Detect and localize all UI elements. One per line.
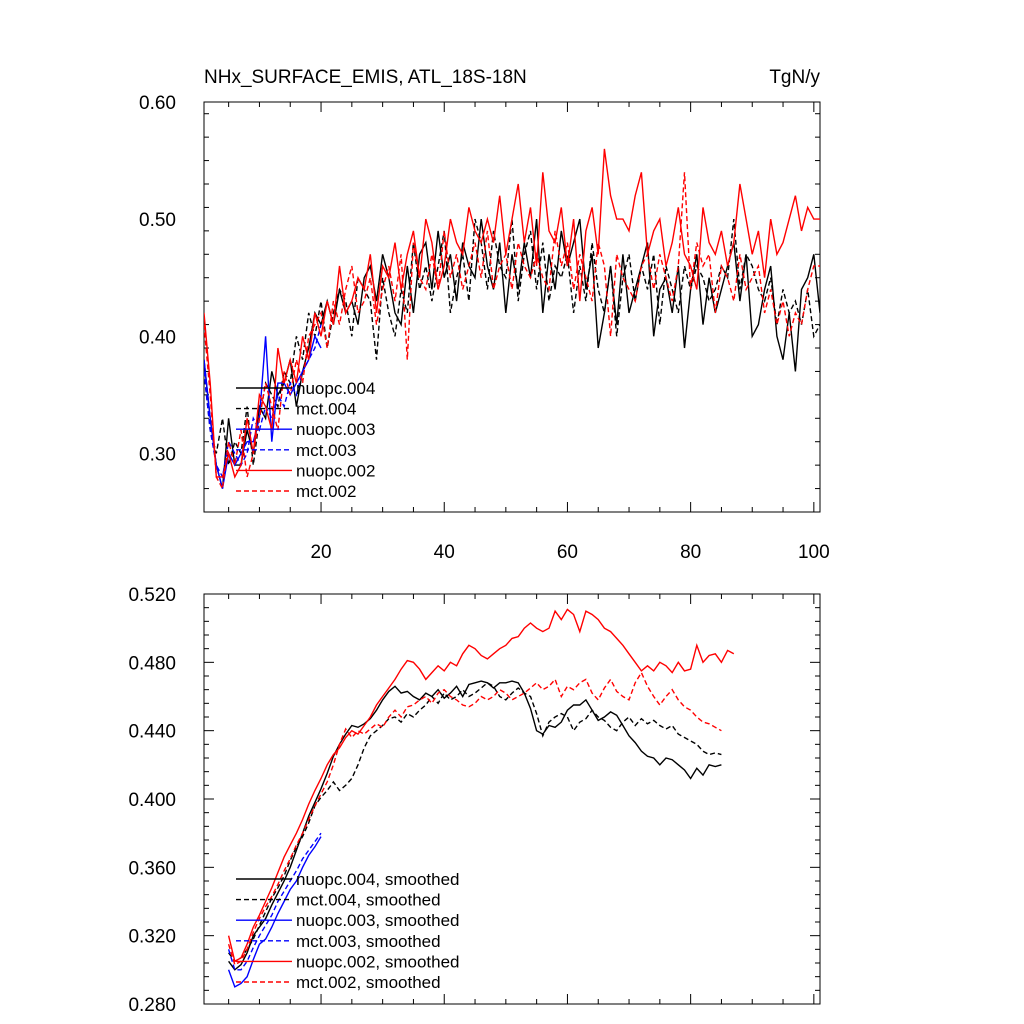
legend-label: mct.003, smoothed bbox=[296, 932, 441, 951]
y-tick-label: 0.520 bbox=[128, 585, 176, 606]
series-line-mct-002 bbox=[204, 172, 820, 491]
y-tick-label: 0.400 bbox=[128, 790, 176, 811]
y-tick-label: 0.320 bbox=[128, 927, 176, 948]
legend-label: nuopc.003, smoothed bbox=[296, 911, 460, 930]
x-tick-label: 40 bbox=[434, 542, 455, 563]
x-tick-label: 100 bbox=[798, 542, 830, 563]
legend-label: nuopc.004, smoothed bbox=[296, 870, 460, 889]
series-line-mct-002-smoothed bbox=[227, 671, 722, 966]
chart-panel-2: 0.520 0.480 0.440 0.400 0.360 0.320 0.280 nuopc… bbox=[128, 585, 821, 1016]
y-tick-label: 0.280 bbox=[128, 995, 176, 1016]
x-tick-label: 20 bbox=[310, 542, 331, 563]
series-line-mct-004 bbox=[204, 218, 820, 466]
legend-label: nuopc.002 bbox=[296, 461, 375, 480]
legend-label: nuopc.002, smoothed bbox=[296, 952, 460, 971]
legend-label: mct.003 bbox=[296, 441, 356, 460]
legend-label: nuopc.003 bbox=[296, 420, 375, 439]
legend-label: mct.002 bbox=[296, 482, 356, 501]
y-tick-label: 0.440 bbox=[128, 722, 176, 743]
series-line-nuopc-002 bbox=[204, 148, 820, 479]
y-tick-label: 0.40 bbox=[139, 327, 176, 348]
y-tick-label: 0.60 bbox=[139, 93, 176, 114]
series-line-nuopc-002-smoothed bbox=[227, 608, 735, 963]
y-tick-label: 0.50 bbox=[139, 210, 176, 231]
series-line-mct-003-smoothed bbox=[227, 832, 322, 971]
legend-label: nuopc.004 bbox=[296, 379, 375, 398]
x-tick-label: 60 bbox=[557, 542, 578, 563]
chart-units-label: TgN/y bbox=[769, 67, 820, 88]
chart-title: NHx_SURFACE_EMIS, ATL_18S-18N bbox=[204, 67, 527, 88]
y-tick-label: 0.360 bbox=[128, 858, 176, 879]
y-tick-label: 0.30 bbox=[139, 444, 176, 465]
y-tick-label: 0.480 bbox=[128, 653, 176, 674]
chart-panel-1: 0.60 0.50 0.40 0.30 20 40 60 80 100 nuopc.004 mct.… bbox=[139, 93, 830, 563]
legend-label: mct.004 bbox=[296, 400, 356, 419]
legend-label: mct.004, smoothed bbox=[296, 891, 441, 910]
legend-label: mct.002, smoothed bbox=[296, 973, 441, 992]
x-tick-label: 80 bbox=[680, 542, 701, 563]
series-line-nuopc-004-smoothed bbox=[228, 680, 722, 971]
chart-panels: 0.60 0.50 0.40 0.30 20 40 60 80 100 nuopc.004 mct.… bbox=[128, 93, 829, 1016]
